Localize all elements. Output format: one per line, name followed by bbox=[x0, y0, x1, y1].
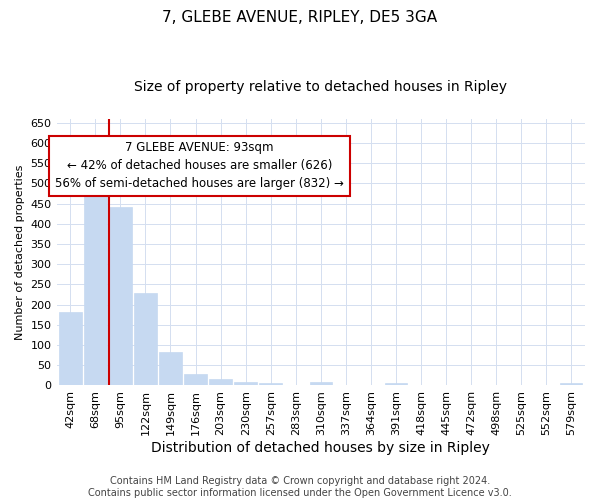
Title: Size of property relative to detached houses in Ripley: Size of property relative to detached ho… bbox=[134, 80, 507, 94]
Bar bbox=[259, 384, 282, 386]
Text: 7 GLEBE AVENUE: 93sqm
← 42% of detached houses are smaller (626)
56% of semi-det: 7 GLEBE AVENUE: 93sqm ← 42% of detached … bbox=[55, 142, 344, 190]
Bar bbox=[159, 352, 182, 386]
Text: 7, GLEBE AVENUE, RIPLEY, DE5 3GA: 7, GLEBE AVENUE, RIPLEY, DE5 3GA bbox=[163, 10, 437, 25]
Bar bbox=[235, 382, 257, 386]
Bar bbox=[134, 294, 157, 386]
Bar bbox=[209, 380, 232, 386]
Bar bbox=[310, 382, 332, 386]
Bar bbox=[109, 207, 131, 386]
Text: Contains HM Land Registry data © Crown copyright and database right 2024.
Contai: Contains HM Land Registry data © Crown c… bbox=[88, 476, 512, 498]
Bar bbox=[184, 374, 207, 386]
Bar bbox=[59, 312, 82, 386]
Bar bbox=[560, 384, 583, 386]
Y-axis label: Number of detached properties: Number of detached properties bbox=[15, 164, 25, 340]
Bar bbox=[84, 180, 107, 386]
X-axis label: Distribution of detached houses by size in Ripley: Distribution of detached houses by size … bbox=[151, 441, 490, 455]
Bar bbox=[385, 384, 407, 386]
